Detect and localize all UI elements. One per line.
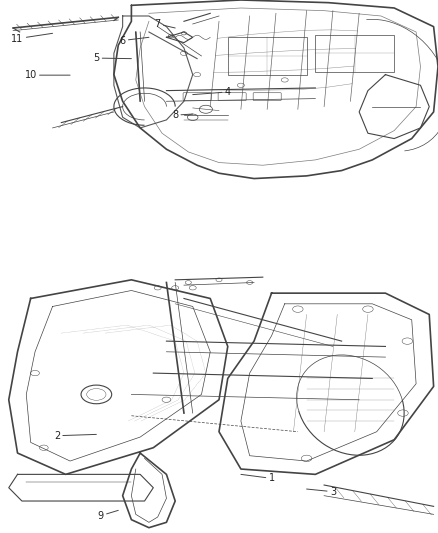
Text: 7: 7 [155,19,175,29]
Text: 6: 6 [120,36,149,45]
Text: 5: 5 [93,53,131,63]
Text: 3: 3 [307,487,336,497]
Text: 1: 1 [241,473,275,483]
Text: 11: 11 [11,33,53,44]
Text: 9: 9 [98,511,118,521]
Bar [315,35,394,72]
Bar [228,37,307,75]
Text: 10: 10 [25,70,70,80]
Text: 4: 4 [193,87,231,97]
Text: 2: 2 [54,431,96,441]
Text: 8: 8 [172,110,193,120]
